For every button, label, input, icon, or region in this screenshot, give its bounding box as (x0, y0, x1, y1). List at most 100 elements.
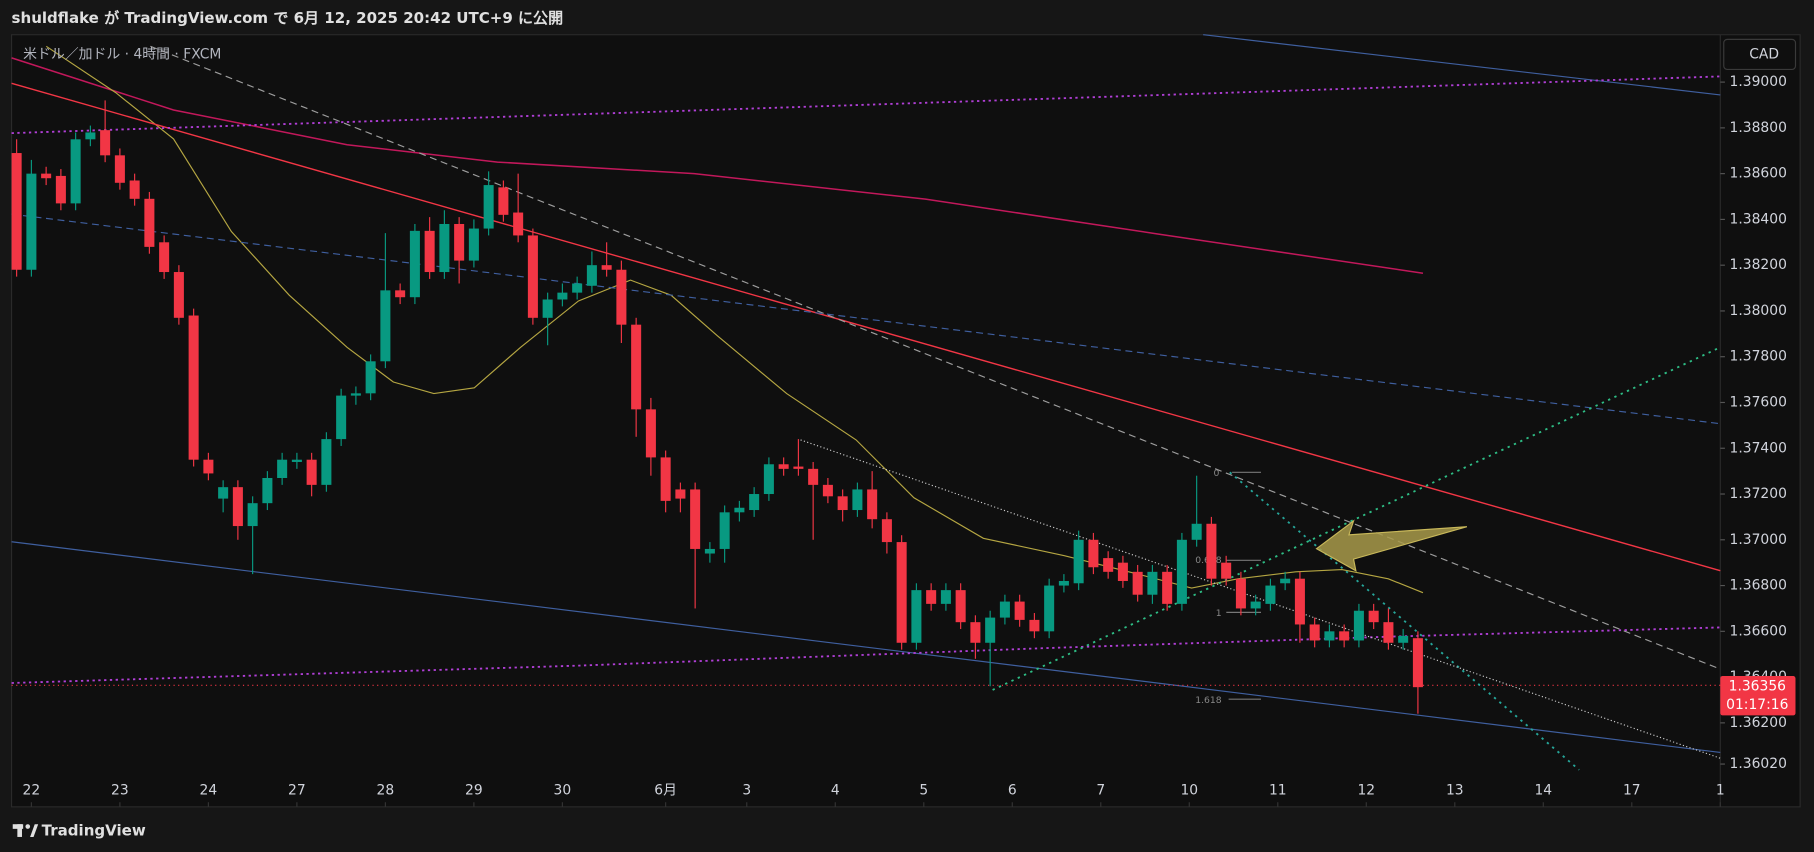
drawings: 0 0.618 1 1.618 (11, 34, 1721, 771)
candle-body (114, 155, 125, 183)
currency-button[interactable] (1723, 38, 1797, 71)
x-tick-label: 29 (465, 783, 483, 799)
fib-label: 0 (1213, 468, 1219, 479)
candle-body (336, 395, 347, 440)
candle-body (734, 507, 745, 513)
footer-logo (12, 824, 39, 837)
x-tick-label: 23 (111, 783, 129, 799)
candle-body (11, 153, 22, 270)
chart-pane (10, 34, 1801, 808)
trend-line (11, 82, 1721, 572)
logo-part (30, 824, 39, 837)
candle-body (513, 212, 524, 236)
trend-line (150, 45, 1721, 670)
candle-body (1088, 539, 1099, 568)
candle-body (1280, 578, 1291, 584)
y-tick-label: 1.38000 (1730, 303, 1787, 319)
candle-body (173, 272, 184, 318)
candle-body (291, 459, 302, 462)
dotted-line (1229, 471, 1580, 771)
candle-body (1029, 619, 1040, 632)
candle-body (896, 542, 907, 643)
candle-body (1368, 610, 1379, 623)
channel-line (11, 541, 1721, 754)
candle-body (763, 464, 774, 495)
candle-body (970, 622, 981, 643)
y-tick-label: 1.37600 (1730, 394, 1787, 410)
candle-body (631, 324, 642, 410)
candle-body (1324, 631, 1335, 641)
candle-body (616, 269, 627, 325)
x-tick-label: 1 (1716, 783, 1725, 799)
candle-body (749, 494, 760, 511)
publish-info: shuldflake が TradingView.com で 6月 12, 20… (12, 9, 564, 27)
candle-body (41, 173, 52, 179)
candle-body (1398, 635, 1409, 643)
candle-body (144, 198, 155, 247)
x-tick-label: 28 (377, 783, 395, 799)
candle-body (1353, 610, 1364, 641)
candle-body (1103, 558, 1114, 572)
dotted-line (800, 439, 1721, 759)
candle-body (675, 489, 686, 499)
x-tick-label: 6月 (654, 783, 677, 799)
candle-body (1206, 523, 1217, 579)
candle-body (999, 601, 1010, 618)
axes: 1.360201.362001.364001.366001.368001.370… (23, 74, 1787, 807)
x-tick-label: 3 (742, 783, 751, 799)
y-tick-label: 1.36600 (1730, 623, 1787, 639)
candle-body (1191, 523, 1202, 540)
last-price-box (1720, 676, 1796, 716)
currency-button-label[interactable]: CAD (1749, 46, 1779, 62)
candle-body (1250, 601, 1261, 609)
candle-body (586, 265, 597, 286)
x-tick-label: 27 (288, 783, 306, 799)
candle-body (203, 459, 214, 474)
x-tick-label: 14 (1534, 783, 1552, 799)
candle-body (926, 590, 937, 604)
candle-body (852, 489, 863, 511)
candle-body (527, 235, 538, 318)
candle-body (188, 315, 199, 460)
candle-body (601, 265, 612, 270)
candle-body (232, 487, 243, 527)
candle-body (498, 187, 509, 215)
x-tick-label: 4 (831, 783, 840, 799)
dotted-line (11, 75, 1721, 135)
candle-body (557, 292, 568, 300)
channel-line (1203, 34, 1721, 96)
x-tick-label: 12 (1357, 783, 1375, 799)
candle-body (100, 130, 111, 156)
candle-body (572, 283, 583, 293)
candle-body (85, 132, 96, 140)
y-tick-label: 1.39000 (1730, 74, 1787, 90)
candle-body (70, 139, 81, 204)
y-tick-label: 1.36800 (1730, 578, 1787, 594)
candle-body (409, 230, 420, 298)
logo-part (17, 824, 22, 837)
candle-body (454, 223, 465, 261)
candle-body (881, 519, 892, 543)
candle-body (262, 478, 273, 504)
symbol-info: 米ドル／加ドル · 4時間 · FXCM (23, 46, 221, 62)
y-tick-label: 1.37000 (1730, 532, 1787, 548)
candle-body (218, 487, 229, 499)
y-tick-label: 1.36200 (1730, 715, 1787, 731)
candle-body (277, 459, 288, 479)
candle-body (867, 489, 878, 520)
candle-body (985, 617, 996, 643)
logo-part (25, 824, 31, 829)
candle-body (395, 290, 406, 298)
candle-body (1412, 638, 1423, 688)
candle-body (129, 180, 140, 199)
last-price-label: 1.36356 (1729, 678, 1786, 694)
candle-body (247, 503, 258, 527)
candle-body (1309, 624, 1320, 641)
x-tick-label: 30 (554, 783, 572, 799)
candle-body (350, 393, 361, 396)
candle-body (1058, 580, 1069, 586)
trend-line (11, 213, 1721, 425)
y-tick-label: 1.37400 (1730, 440, 1787, 456)
